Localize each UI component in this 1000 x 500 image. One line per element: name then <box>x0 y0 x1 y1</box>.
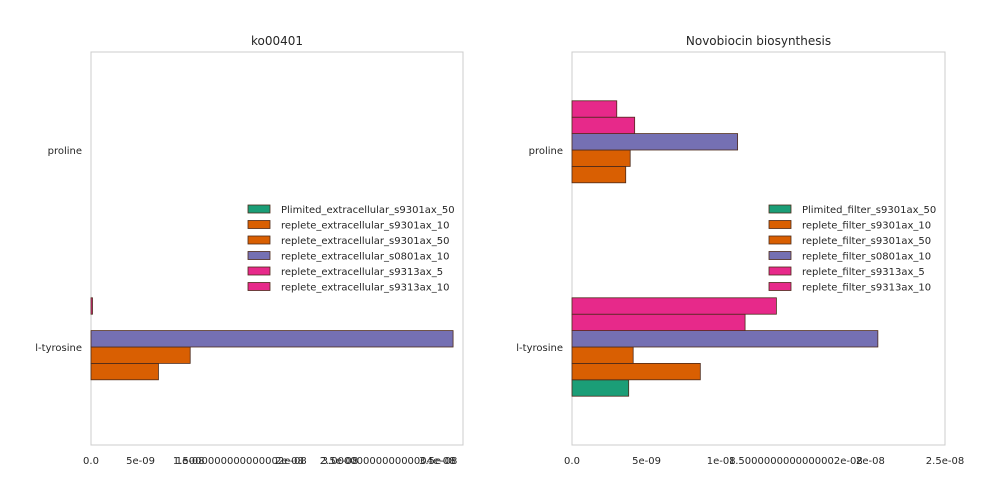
x-tick-label: 3.5e-08 <box>419 456 457 467</box>
legend: Plimited_extracellular_s9301ax_50replete… <box>247 204 455 294</box>
x-tick-label: 1e-08 <box>707 456 736 467</box>
legend-swatch <box>768 220 792 229</box>
bar-replete_extracellular_s0801ax_10 <box>90 330 454 348</box>
x-tick-label: 1.5000000000000002e-08 <box>173 456 307 467</box>
legend-label: replete_extracellular_s9313ax_5 <box>281 267 443 278</box>
y-tick-label: l-tyrosine <box>516 343 563 354</box>
x-tick-label: 1e-08 <box>176 456 205 467</box>
legend: Plimited_filter_s9301ax_50 replete_filter… <box>768 204 936 294</box>
x-tick-label: 2e-08 <box>275 456 304 467</box>
bar-replete_filter_s9301ax_10 <box>571 362 701 381</box>
y-tick-label: l-tyrosine <box>35 343 82 354</box>
legend-label: replete_extracellular_s9313ax_10 <box>281 283 449 294</box>
legend-swatch <box>247 282 271 291</box>
legend-swatch <box>247 251 271 260</box>
bar-replete_extracellular_s9301ax_10 <box>90 362 159 381</box>
bar-replete_filter_s9301ax_10 <box>571 165 627 184</box>
x-tick-label: 2.5e-08 <box>320 456 358 467</box>
bar-replete_extracellular_s9313ax_10 <box>90 297 93 315</box>
legend-swatch <box>247 266 271 276</box>
bar-replete_filter_s9313ax_10 <box>571 100 618 118</box>
bar-replete_filter_s9301ax_50 <box>571 346 634 364</box>
x-tick-label: 1.5000000000000002e-08 <box>729 456 863 467</box>
bar-Plimited_filter_s9301ax_50 <box>571 379 630 397</box>
bar-replete_filter_s9313ax_5 <box>571 313 746 332</box>
legend-label: replete_filter_s9301ax_50 <box>802 236 931 247</box>
legend-label: replete_extracellular_s9301ax_50 <box>281 236 449 247</box>
x-tick-label: 5e-09 <box>632 456 661 467</box>
y-tick-label: proline <box>529 146 563 157</box>
legend-label: replete_filter_s9313ax_5 <box>802 267 925 278</box>
legend-label: replete_filter_s9313ax_10 <box>802 283 931 294</box>
bar-replete_filter_s0801ax_10 <box>571 133 739 151</box>
bar-replete_filter_s9313ax_5 <box>571 116 636 134</box>
legend-label: replete_extracellular_s9301ax_10 <box>281 221 449 232</box>
legend-swatch <box>247 204 271 214</box>
legend-label: Plimited_extracellular_s9301ax_50 <box>281 205 455 216</box>
legend-swatch <box>768 235 792 245</box>
x-tick-label: 2.5e-08 <box>926 456 964 467</box>
legend-label: replete_extracellular_s0801ax_10 <box>281 252 449 263</box>
x-tick-label: 0.0 <box>83 456 99 467</box>
legend-swatch <box>247 235 271 245</box>
plot-area-frame <box>90 51 464 446</box>
x-tick-label: 2e-08 <box>856 456 885 467</box>
legend-label: Plimited_filter_s9301ax_50 <box>802 205 936 216</box>
bar-replete_extracellular_s9301ax_50 <box>90 346 191 364</box>
y-tick-label: proline <box>48 146 82 157</box>
legend-swatch <box>768 282 792 291</box>
legend-swatch <box>768 266 792 276</box>
legend-label: replete_filter_s0801ax_10 <box>802 252 931 263</box>
x-tick-label: 3.0000000000000004e-08 <box>322 456 456 467</box>
chart-title: Novobiocin biosynthesis <box>686 34 831 48</box>
chart-title: ko00401 <box>251 34 303 48</box>
bar-replete_filter_s9313ax_10 <box>571 297 777 315</box>
bar-replete_filter_s0801ax_10 <box>571 330 879 348</box>
chart-panel-1: ko00401 l-tyrosine proline 0.0 5e-09 1e-081.5… <box>35 34 464 467</box>
x-tick-label: 0.0 <box>564 456 580 467</box>
bar-replete_filter_s9301ax_50 <box>571 149 631 167</box>
chart-panel-2: Novobiocin biosynthesis l-tyrosine proline… <box>516 34 964 467</box>
legend-swatch <box>247 220 271 229</box>
legend-label: replete_filter_s9301ax_10 <box>802 221 931 232</box>
legend-swatch <box>768 204 792 214</box>
x-tick-label: 5e-09 <box>126 456 155 467</box>
legend-swatch <box>768 251 792 260</box>
